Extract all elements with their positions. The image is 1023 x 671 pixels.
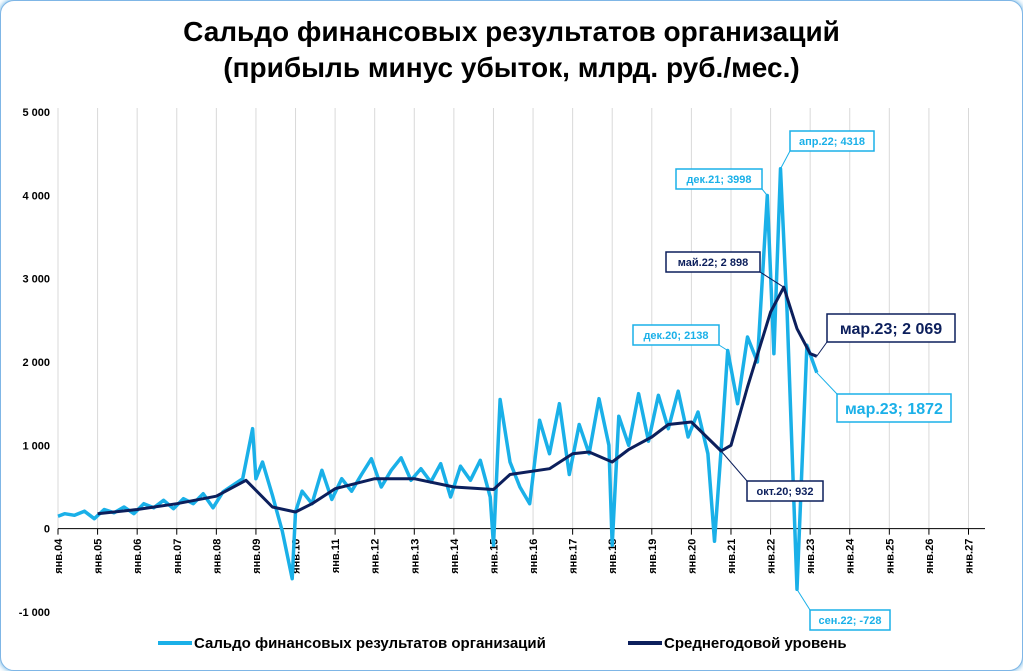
x-tick-label: янв.27: [964, 539, 976, 574]
callouts: апр.22; 4318 дек.21; 3998 май.22; 2 898 дек…: [632, 130, 956, 631]
x-axis: янв.04 янв.05 янв.06 янв.07 янв.08 янв.09 янв.…: [53, 528, 985, 574]
chart-title-line1: Сальдо финансовых результатов организаци…: [183, 16, 840, 47]
callout-box: [632, 324, 720, 346]
callout-label: сен.22; -728: [819, 615, 882, 627]
callout-leader: [718, 344, 728, 351]
x-tick-label: янв.19: [647, 539, 659, 574]
callout-box: [665, 251, 761, 273]
series-line-average: [97, 285, 818, 516]
callout-leader: [816, 341, 828, 357]
x-tick-label: янв.09: [251, 539, 263, 574]
callout-leader: [720, 450, 748, 482]
callout-leader: [759, 271, 785, 288]
callout-leader: [816, 372, 838, 395]
series-line-saldo: [57, 167, 819, 592]
callout-label: окт.20; 932: [756, 486, 813, 498]
callout-leader: [761, 188, 768, 196]
x-tick-label: янв.08: [211, 539, 223, 574]
legend-label-average: Среднегодовой уровень: [664, 635, 847, 652]
x-tick-label: янв.12: [370, 539, 382, 574]
x-tick-label: янв.23: [805, 539, 817, 574]
x-tick-label: янв.06: [132, 539, 144, 574]
x-tick-label: янв.22: [766, 539, 778, 574]
callout-leader: [780, 150, 791, 170]
callout-box: [746, 480, 824, 502]
vertical-grid: [57, 108, 970, 529]
y-axis: -1 000 0 1 000 2 000 3 000 4 000 5 000: [19, 107, 50, 619]
y-tick-label: 0: [44, 524, 50, 536]
x-tick-label: янв.11: [330, 539, 342, 574]
callout-box: [789, 130, 875, 152]
x-tick-label: янв.24: [845, 538, 857, 574]
legend-label-saldo: Сальдо финансовых результатов организаци…: [194, 635, 546, 652]
callout-box: [826, 313, 956, 343]
y-tick-label: 1 000: [22, 440, 50, 452]
x-tick-label: янв.25: [884, 539, 896, 574]
x-tick-label: янв.17: [568, 539, 580, 574]
callout-label: мар.23; 2 069: [840, 321, 942, 338]
chart-title: Сальдо финансовых результатов организаци…: [0, 14, 1023, 86]
callout-box: [836, 393, 952, 423]
callout-label: мар.23; 1872: [845, 401, 943, 418]
y-tick-label: 5 000: [22, 107, 50, 119]
x-tick-label: янв.26: [924, 539, 936, 574]
x-tick-label: янв.16: [528, 539, 540, 574]
callout-box: [675, 168, 763, 190]
series-group: [57, 167, 819, 592]
x-tick-label: янв.20: [686, 539, 698, 574]
x-tick-label: янв.07: [172, 539, 184, 574]
x-tick-label: янв.04: [53, 538, 65, 574]
callout-label: апр.22; 4318: [799, 136, 865, 148]
callout-leader: [796, 589, 811, 611]
x-tick-label: янв.14: [449, 538, 461, 574]
callout-label: май.22; 2 898: [678, 257, 748, 269]
callout-box: [809, 609, 891, 631]
x-tick-label: янв.13: [409, 539, 421, 574]
y-tick-label: 3 000: [22, 274, 50, 286]
callout-label: дек.20; 2138: [643, 330, 708, 342]
x-tick-label: янв.21: [726, 539, 738, 574]
x-tick-label: янв.18: [607, 539, 619, 574]
legend: Сальдо финансовых результатов организаци…: [158, 635, 847, 652]
y-tick-label: -1 000: [19, 607, 50, 619]
y-tick-label: 4 000: [22, 190, 50, 202]
x-tick-label: янв.05: [93, 539, 105, 574]
callout-label: дек.21; 3998: [686, 174, 751, 186]
x-tick-label: янв.15: [488, 539, 500, 574]
y-tick-label: 2 000: [22, 357, 50, 369]
chart-title-line2: (прибыль минус убыток, млрд. руб./мес.): [223, 52, 800, 83]
